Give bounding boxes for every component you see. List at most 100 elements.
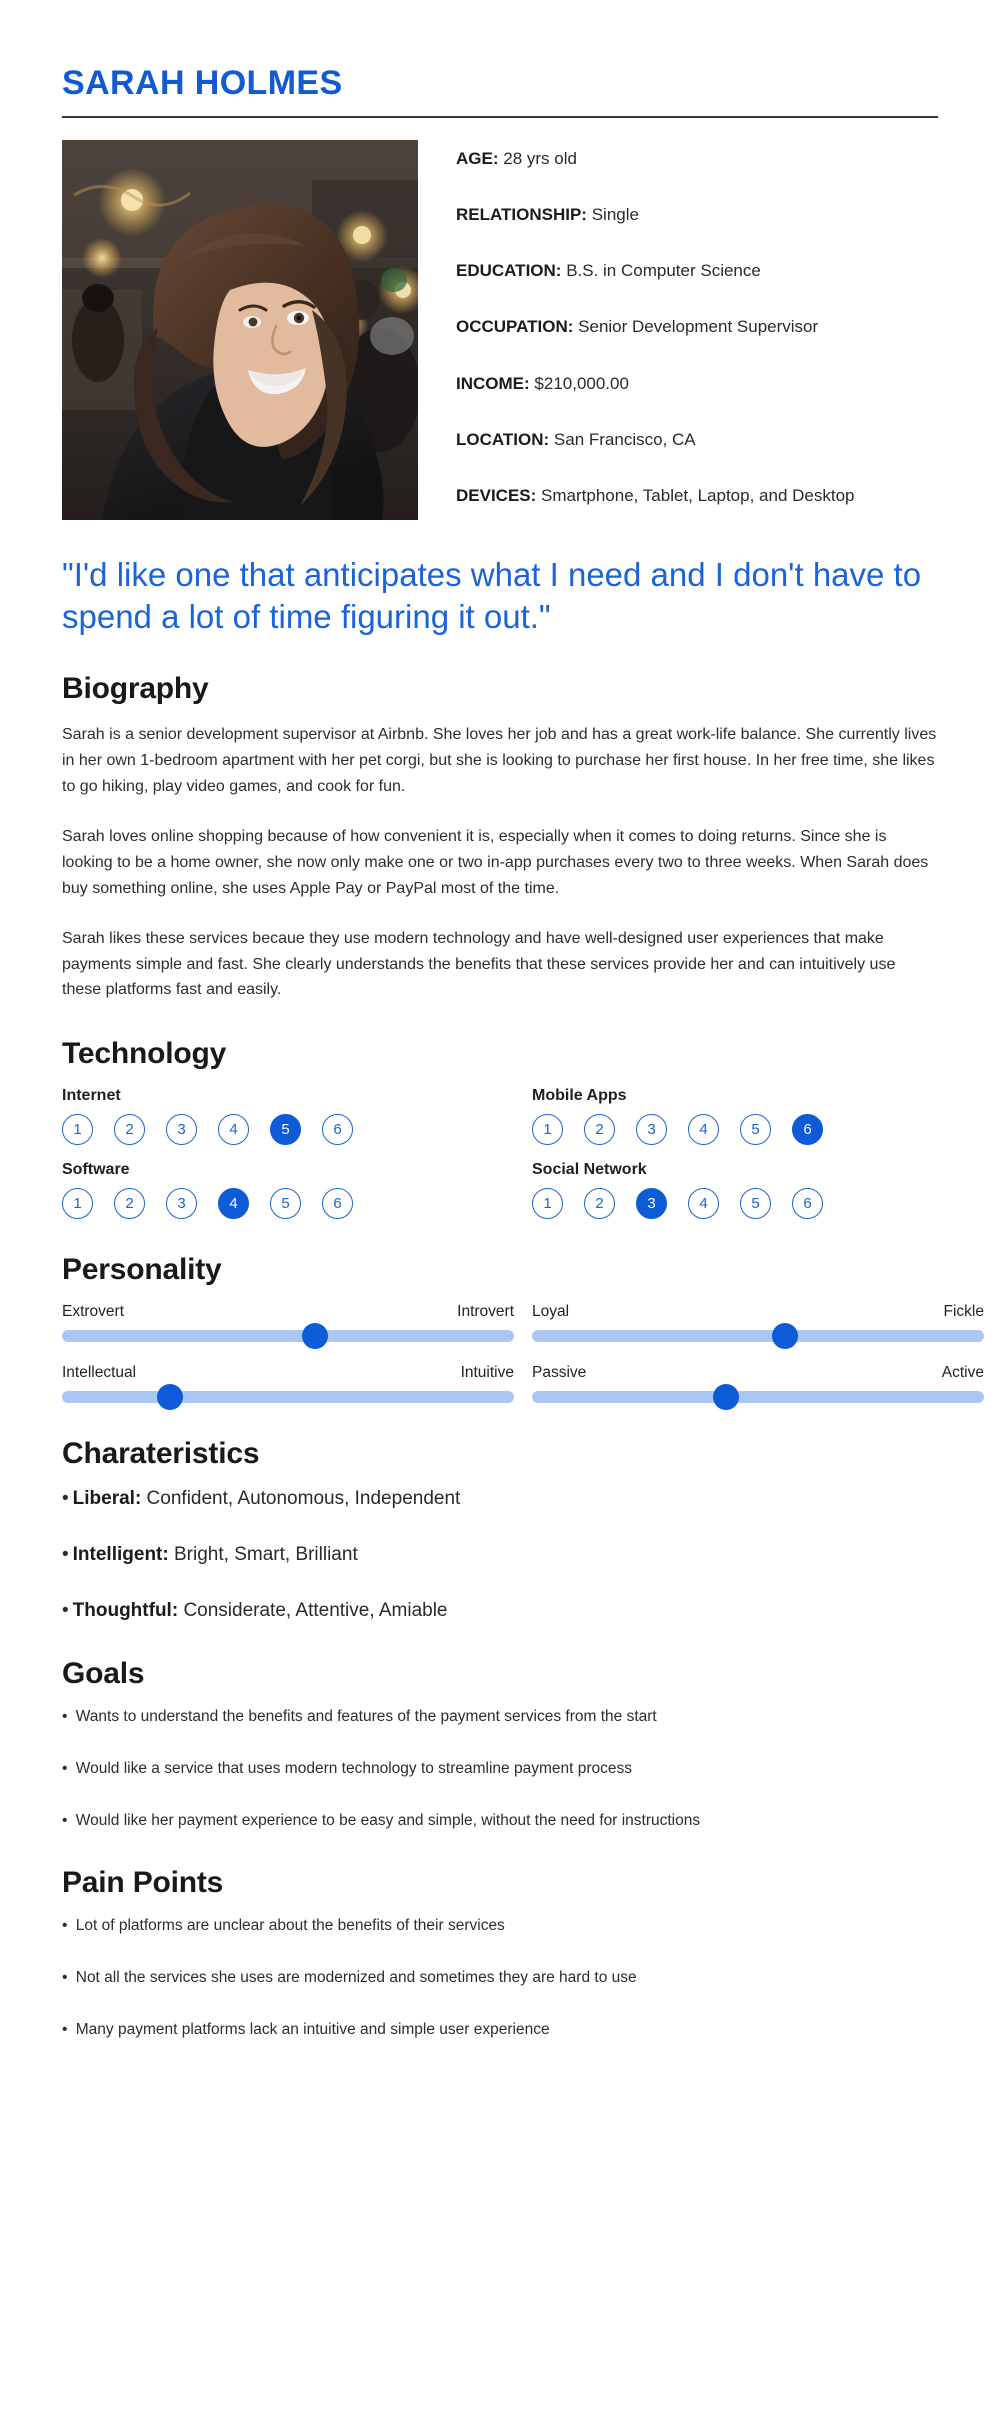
technology-item-label: Social Network — [532, 1161, 647, 1179]
rating-dot-selected[interactable]: 6 — [792, 1114, 823, 1146]
bullet-icon: • — [62, 2020, 68, 2038]
rating-dot[interactable]: 1 — [532, 1188, 563, 1220]
rating-dot[interactable]: 4 — [218, 1114, 249, 1146]
fact-income: INCOME: $210,000.00 — [456, 373, 938, 394]
fact-devices: DEVICES: Smartphone, Tablet, Laptop, and… — [456, 485, 938, 506]
demographics-list: AGE: 28 yrs old RELATIONSHIP: Single EDU… — [456, 140, 938, 507]
fact-occupation: OCCUPATION: Senior Development Superviso… — [456, 316, 938, 337]
characteristics-heading: Charateristics — [62, 1437, 260, 1471]
slider-thumb[interactable] — [772, 1323, 799, 1350]
fact-location: LOCATION: San Francisco, CA — [456, 429, 938, 450]
fact-occupation-key: OCCUPATION: — [456, 317, 574, 337]
slider-endpoints: Extrovert Introvert — [62, 1303, 514, 1321]
slider-endpoints: Passive Active — [532, 1364, 984, 1382]
bullet-icon: • — [62, 1708, 68, 1726]
rating-dot[interactable]: 1 — [532, 1114, 563, 1146]
characteristic-detail: Bright, Smart, Brilliant — [168, 1544, 358, 1565]
rating-dot[interactable]: 6 — [322, 1114, 353, 1146]
slider-label-right: Active — [941, 1364, 984, 1382]
bullet-icon: • — [62, 1760, 68, 1778]
fact-location-key: LOCATION: — [456, 429, 550, 449]
biography-paragraph: Sarah likes these services becaue they u… — [62, 929, 896, 999]
characteristic-detail: Considerate, Attentive, Amiable — [178, 1599, 448, 1621]
fact-education-value: B.S. in Computer Science — [566, 261, 761, 281]
fact-age-value: 28 yrs old — [503, 148, 577, 168]
slider-track[interactable] — [532, 1384, 984, 1411]
fact-income-key: INCOME: — [456, 373, 530, 393]
bullet-icon: • — [62, 1544, 69, 1565]
pain-point-item: • Many payment platforms lack an intuiti… — [62, 2020, 938, 2041]
rating-dot[interactable]: 5 — [740, 1188, 771, 1220]
slider-endpoints: Loyal Fickle — [532, 1303, 984, 1321]
rating-dot[interactable]: 5 — [740, 1114, 771, 1146]
pain-points-heading: Pain Points — [62, 1866, 224, 1900]
biography-heading: Biography — [62, 672, 209, 706]
persona-quote: "I'd like one that anticipates what I ne… — [62, 555, 922, 635]
rating-dot[interactable]: 4 — [688, 1188, 719, 1220]
rating-dot[interactable]: 1 — [62, 1114, 93, 1146]
bullet-icon: • — [62, 1969, 68, 1987]
bullet-icon: • — [62, 1812, 68, 1830]
slider-label-right: Introvert — [457, 1303, 514, 1321]
bullet-icon: • — [62, 1488, 69, 1510]
page-title: SARAH HOLMES — [62, 64, 343, 102]
characteristic-trait: Liberal: — [72, 1488, 142, 1510]
rating-dot[interactable]: 1 — [62, 1188, 93, 1220]
rating-dot-selected[interactable]: 3 — [636, 1188, 667, 1220]
slider-label-right: Fickle — [943, 1303, 984, 1321]
characteristic-detail: Confident, Autonomous, Independent — [141, 1488, 461, 1510]
slider-label-left: Passive — [532, 1364, 587, 1382]
pain-point-item-text: Lot of platforms are unclear about the b… — [71, 1917, 505, 1935]
fact-age: AGE: 28 yrs old — [456, 148, 938, 169]
bullet-icon: • — [62, 1599, 69, 1621]
goal-item-text: Wants to understand the benefits and fea… — [71, 1708, 657, 1726]
pain-points-section: Pain Points • Lot of platforms are uncle… — [62, 1866, 938, 2101]
characteristic-trait: Thoughtful: — [72, 1599, 179, 1621]
profile-block: AGE: 28 yrs old RELATIONSHIP: Single EDU… — [62, 139, 938, 520]
technology-item: Mobile Apps 1 2 3 4 5 6 — [532, 1087, 984, 1146]
rating-dot[interactable]: 3 — [166, 1188, 197, 1220]
biography-paragraph: Sarah loves online shopping because of h… — [62, 827, 929, 897]
rating-dot-selected[interactable]: 5 — [270, 1114, 301, 1146]
slider-track[interactable] — [62, 1323, 514, 1350]
rating-dot[interactable]: 3 — [636, 1114, 667, 1146]
fact-devices-value: Smartphone, Tablet, Laptop, and Desktop — [541, 486, 855, 506]
slider-track[interactable] — [532, 1323, 984, 1350]
rating-dot[interactable]: 2 — [584, 1114, 615, 1146]
personality-heading: Personality — [62, 1253, 222, 1287]
rating-dot[interactable]: 4 — [688, 1114, 719, 1146]
rating-dot[interactable]: 5 — [270, 1188, 301, 1220]
fact-devices-key: DEVICES: — [456, 486, 537, 506]
bullet-icon: • — [62, 1917, 68, 1935]
rating-dot[interactable]: 2 — [114, 1188, 145, 1220]
technology-item-label: Mobile Apps — [532, 1087, 627, 1105]
goal-item: • Would like her payment experience to b… — [62, 1811, 938, 1832]
personality-slider: Intellectual Intuitive — [62, 1364, 514, 1411]
slider-thumb[interactable] — [157, 1384, 184, 1411]
goals-heading: Goals — [62, 1657, 145, 1691]
pain-point-item: • Lot of platforms are unclear about the… — [62, 1916, 938, 1937]
slider-thumb[interactable] — [302, 1323, 329, 1350]
pain-point-item: • Not all the services she uses are mode… — [62, 1968, 938, 1989]
rating-dot[interactable]: 2 — [114, 1114, 145, 1146]
rating-dot[interactable]: 3 — [166, 1114, 197, 1146]
characteristic-item: • Intelligent: Bright, Smart, Brilliant — [62, 1543, 938, 1568]
technology-item-label: Internet — [62, 1087, 121, 1105]
rating-dot-selected[interactable]: 4 — [218, 1188, 249, 1220]
slider-endpoints: Intellectual Intuitive — [62, 1364, 514, 1382]
rating-dot[interactable]: 6 — [792, 1188, 823, 1220]
fact-occupation-value: Senior Development Supervisor — [578, 317, 819, 337]
slider-label-left: Extrovert — [62, 1303, 125, 1321]
personality-sliders: Extrovert Introvert Loyal Fickle Intellectua… — [62, 1303, 984, 1411]
characteristic-item: • Liberal: Confident, Autonomous, Indepen… — [62, 1487, 938, 1512]
rating-dot[interactable]: 6 — [322, 1188, 353, 1220]
slider-track[interactable] — [62, 1384, 514, 1411]
rating-dot[interactable]: 2 — [584, 1188, 615, 1220]
slider-thumb[interactable] — [713, 1384, 740, 1411]
goal-item-text: Would like her payment experience to be … — [71, 1812, 701, 1830]
biography-body: Sarah is a senior development supervisor… — [62, 722, 938, 1003]
